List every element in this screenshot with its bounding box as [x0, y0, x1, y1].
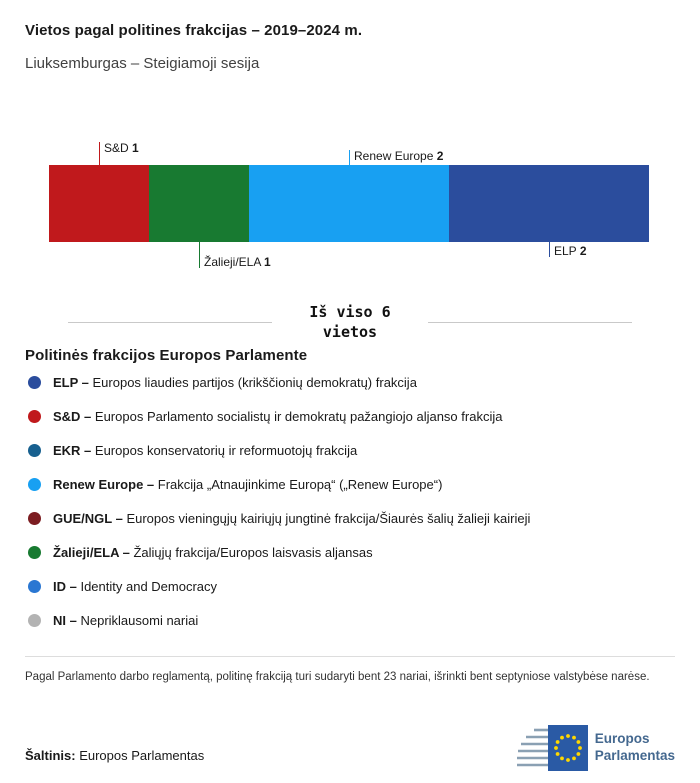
legend-item-id: ID – Identity and Democracy [25, 570, 675, 604]
footnote: Pagal Parlamento darbo reglamentą, polit… [25, 670, 650, 683]
total-seats-line1: Iš viso 6 [309, 303, 391, 321]
bar-segment-zalieji-ela[interactable] [149, 165, 249, 242]
total-seats-text: Iš viso 6 vietos [309, 302, 390, 343]
bar-segment-sd[interactable] [49, 165, 149, 242]
legend-label-gue-ngl: GUE/NGL – Europos vieningųjų kairiųjų ju… [53, 511, 531, 526]
footnote-divider [25, 655, 675, 657]
ep-logo-text-line2: Parlamentas [594, 748, 675, 763]
legend-item-ni: NI – Nepriklausomi nariai [25, 604, 675, 638]
legend-dot-zalieji-ela [28, 546, 41, 559]
bar-label-sd: S&D 1 [103, 141, 139, 155]
legend-label-elp: ELP – Europos liaudies partijos (krikšči… [53, 375, 417, 390]
legend-label-id: ID – Identity and Democracy [53, 579, 218, 594]
legend-label-sd: S&D – Europos Parlamento socialistų ir d… [53, 409, 503, 424]
legend-dot-id [28, 580, 41, 593]
legend-label-ni: NI – Nepriklausomi nariai [53, 613, 199, 628]
total-seats-row: Iš viso 6 vietos [68, 302, 632, 343]
legend-label-ekr: EKR – Europos konservatorių ir reformuot… [53, 443, 358, 458]
legend-dot-ni [28, 614, 41, 627]
bar-label-elp: ELP 2 [554, 244, 587, 258]
page-title: Vietos pagal politines frakcijas – 2019–… [25, 22, 363, 39]
legend: ELP – Europos liaudies partijos (krikšči… [25, 366, 675, 638]
legend-dot-renew [28, 478, 41, 491]
divider-right [427, 321, 632, 323]
legend-dot-gue-ngl [28, 512, 41, 525]
divider-left [68, 321, 273, 323]
ep-logo: Europos Parlamentas [514, 725, 675, 771]
ep-logo-text: Europos Parlamentas [595, 731, 675, 765]
legend-label-zalieji-ela: Žalieji/ELA – Žaliųjų frakcija/Europos l… [53, 545, 373, 560]
bar-label-line-elp [549, 242, 550, 257]
eu-flag-icon [547, 725, 588, 771]
bar-segment-elp[interactable] [449, 165, 649, 242]
legend-item-gue-ngl: GUE/NGL – Europos vieningųjų kairiųjų ju… [25, 502, 675, 536]
bar-label-line-renew [349, 150, 350, 165]
source-value: Europos Parlamentas [79, 748, 205, 763]
ep-logo-text-line1: Europos [594, 731, 650, 747]
footer: Šaltinis: Europos Parlamentas [25, 725, 675, 771]
bar-label-zalieji-ela: Žalieji/ELA 1 [204, 255, 271, 269]
legend-item-zalieji-ela: Žalieji/ELA – Žaliųjų frakcija/Europos l… [25, 536, 675, 570]
page-subtitle: Liuksemburgas – Steigiamoji sesija [25, 55, 260, 72]
legend-heading: Politinės frakcijos Europos Parlamente [25, 346, 308, 364]
bar-label-renew: Renew Europe 2 [354, 149, 444, 163]
legend-dot-ekr [28, 444, 41, 457]
hemicycle-lines-icon [516, 728, 550, 767]
bar-segment-renew[interactable] [249, 165, 449, 242]
total-seats-line2: vietos [322, 323, 378, 342]
legend-item-ekr: EKR – Europos konservatorių ir reformuot… [25, 434, 675, 468]
legend-dot-elp [28, 376, 41, 389]
legend-dot-sd [28, 410, 41, 423]
legend-item-sd: S&D – Europos Parlamento socialistų ir d… [25, 400, 675, 434]
source: Šaltinis: Europos Parlamentas [25, 748, 204, 763]
seats-chart: S&D 1 Žalieji/ELA 1 Renew Europe 2 ELP 2 [49, 132, 649, 269]
page: Vietos pagal politines frakcijas – 2019–… [25, 22, 675, 683]
legend-item-elp: ELP – Europos liaudies partijos (krikšči… [25, 366, 675, 400]
legend-item-renew: Renew Europe – Frakcija „Atnaujinkime Eu… [25, 468, 675, 502]
bar-label-line-zalieji-ela [199, 242, 200, 268]
stars-circle-icon [553, 734, 582, 762]
bar-label-line-sd [99, 142, 100, 165]
source-label: Šaltinis: [25, 748, 76, 763]
ep-logo-icon [516, 725, 588, 771]
legend-label-renew: Renew Europe – Frakcija „Atnaujinkime Eu… [53, 477, 443, 492]
stacked-bar [49, 165, 649, 242]
